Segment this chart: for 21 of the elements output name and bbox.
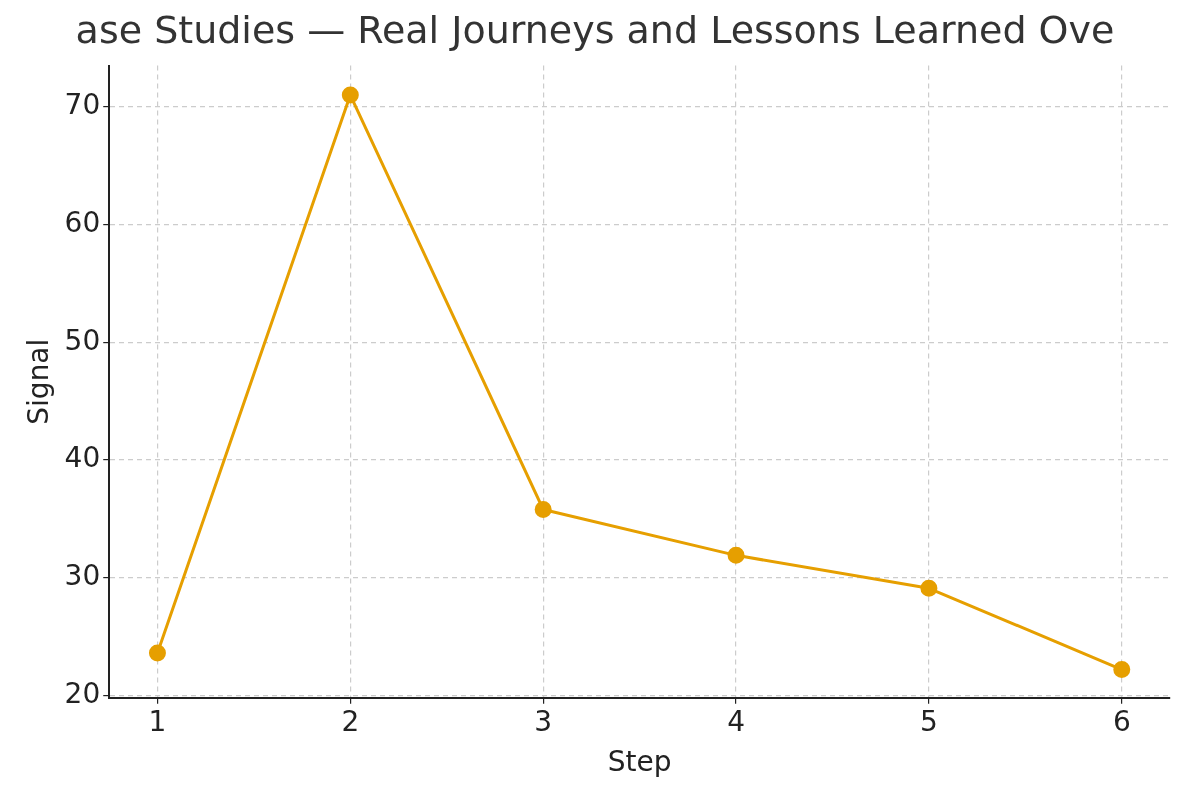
point — [148, 644, 166, 662]
x-tick-label: 3 — [534, 704, 553, 738]
x-axis-title: Step — [607, 745, 672, 779]
point — [727, 546, 745, 564]
y-tick-label: 40 — [64, 441, 101, 475]
x-tick-label: 2 — [341, 704, 360, 738]
x-tick-label: 4 — [727, 704, 745, 738]
y-tick-label: 50 — [64, 323, 101, 357]
y-tick-label: 70 — [64, 88, 101, 122]
y-axis-title: Signal — [22, 338, 56, 425]
point — [534, 500, 552, 518]
y-tick-label: 20 — [64, 676, 101, 710]
x-tick-label: 1 — [148, 704, 167, 738]
point — [920, 579, 938, 597]
x-tick-label: 5 — [920, 704, 938, 738]
point — [1113, 661, 1131, 679]
x-tick-label: 6 — [1112, 704, 1131, 738]
point — [341, 86, 359, 104]
y-tick-label: 60 — [64, 205, 101, 239]
chart-title: ase Studies — Real Journeys and Lessons Learned Ove — [75, 7, 1115, 52]
y-tick-label: 30 — [64, 559, 101, 592]
